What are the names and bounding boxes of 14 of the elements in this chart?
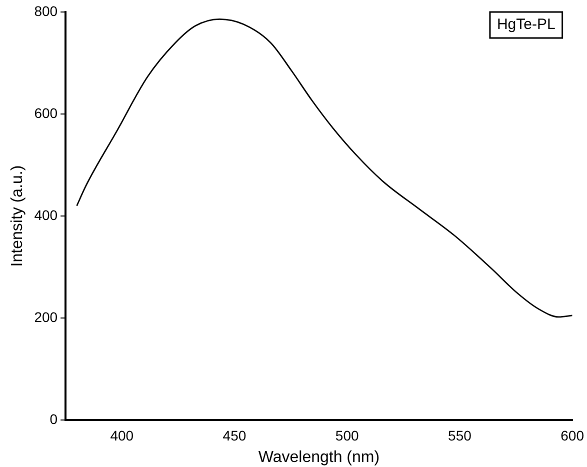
y-tick-label: 800	[34, 2, 58, 19]
y-tick-label: 0	[50, 410, 58, 427]
line-series	[76, 18, 572, 318]
x-tick-label: 500	[335, 427, 359, 444]
y-tick-label: 200	[34, 308, 58, 325]
y-tick-label: 400	[34, 206, 58, 223]
x-tick-label: 450	[222, 427, 246, 444]
y-tick-label: 600	[34, 104, 58, 121]
x-tick-label: 550	[448, 427, 472, 444]
text: HgTe-PL	[496, 16, 556, 34]
x-tick-label: 600	[560, 427, 584, 444]
x-tick-label: 400	[110, 427, 134, 444]
x-axis-title: Wavelength (nm)	[258, 448, 380, 466]
y-axis-title: Intensity (a.u.)	[9, 165, 26, 267]
